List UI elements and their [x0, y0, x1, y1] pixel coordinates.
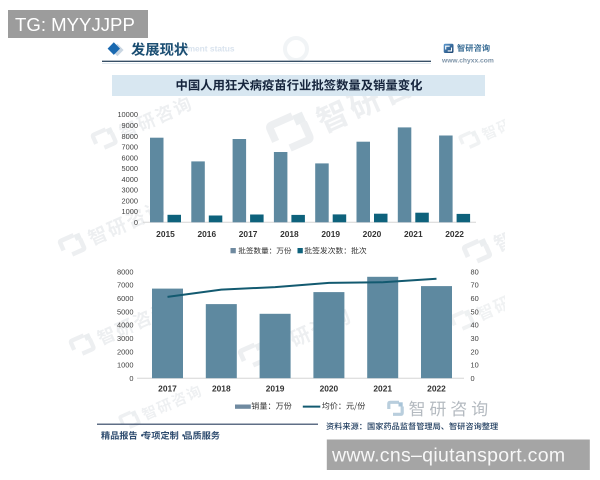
- svg-text:80: 80: [471, 267, 479, 276]
- svg-text:20: 20: [471, 347, 479, 356]
- svg-text:1000: 1000: [122, 207, 138, 216]
- svg-text:5000: 5000: [122, 164, 138, 173]
- svg-text:70: 70: [471, 281, 479, 290]
- svg-text:50: 50: [471, 307, 479, 316]
- svg-text:2015: 2015: [156, 229, 175, 239]
- svg-text:0: 0: [129, 374, 133, 383]
- svg-text:5000: 5000: [117, 307, 133, 316]
- svg-text:3000: 3000: [117, 334, 133, 343]
- svg-text:40: 40: [471, 321, 479, 330]
- svg-text:9000: 9000: [122, 121, 138, 130]
- svg-text:0: 0: [134, 218, 138, 227]
- svg-text:2020: 2020: [363, 229, 382, 239]
- svg-text:2022: 2022: [445, 229, 464, 239]
- svg-text:TG: MYYJJPP: TG: MYYJJPP: [15, 14, 135, 35]
- svg-text:www.cns–qiutansport.com: www.cns–qiutansport.com: [331, 445, 565, 467]
- svg-text:2017: 2017: [239, 229, 258, 239]
- svg-text:2016: 2016: [197, 229, 216, 239]
- svg-text:2000: 2000: [117, 347, 133, 356]
- svg-text:6000: 6000: [122, 153, 138, 162]
- svg-text:3000: 3000: [122, 186, 138, 195]
- svg-text:4000: 4000: [117, 321, 133, 330]
- svg-text:0: 0: [471, 374, 475, 383]
- svg-text:10: 10: [471, 361, 479, 370]
- svg-text:www.chyxx.com: www.chyxx.com: [441, 57, 494, 64]
- svg-text:2020: 2020: [320, 383, 339, 393]
- svg-text:4000: 4000: [122, 175, 138, 184]
- svg-text:2018: 2018: [212, 383, 231, 393]
- svg-text:2018: 2018: [280, 229, 299, 239]
- svg-text:2000: 2000: [122, 196, 138, 205]
- svg-text:2019: 2019: [321, 229, 340, 239]
- svg-text:7000: 7000: [117, 281, 133, 290]
- svg-text:2017: 2017: [158, 383, 177, 393]
- svg-text:2022: 2022: [427, 383, 446, 393]
- svg-text:2021: 2021: [404, 229, 423, 239]
- svg-text:8000: 8000: [122, 132, 138, 141]
- svg-text:6000: 6000: [117, 294, 133, 303]
- svg-text:2021: 2021: [373, 383, 392, 393]
- svg-text:10000: 10000: [117, 110, 138, 119]
- svg-text:1000: 1000: [117, 361, 133, 370]
- svg-text:Development status: Development status: [155, 43, 235, 53]
- svg-text:30: 30: [471, 334, 479, 343]
- svg-text:60: 60: [471, 294, 479, 303]
- svg-text:2019: 2019: [266, 383, 285, 393]
- svg-text:8000: 8000: [117, 267, 133, 276]
- svg-text:7000: 7000: [122, 143, 138, 152]
